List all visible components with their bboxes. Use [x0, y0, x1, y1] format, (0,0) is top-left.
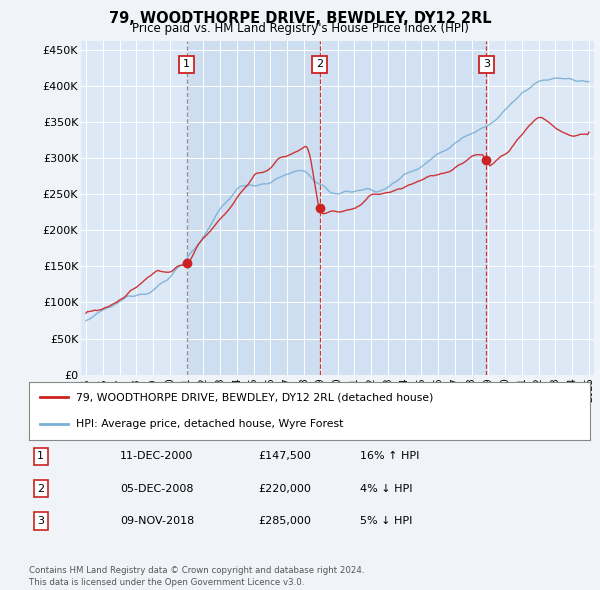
Text: 4% ↓ HPI: 4% ↓ HPI	[360, 484, 413, 493]
Text: Contains HM Land Registry data © Crown copyright and database right 2024.
This d: Contains HM Land Registry data © Crown c…	[29, 566, 364, 587]
Text: 2: 2	[37, 484, 44, 493]
Text: 3: 3	[483, 60, 490, 70]
Text: HPI: Average price, detached house, Wyre Forest: HPI: Average price, detached house, Wyre…	[76, 419, 344, 429]
Text: 79, WOODTHORPE DRIVE, BEWDLEY, DY12 2RL: 79, WOODTHORPE DRIVE, BEWDLEY, DY12 2RL	[109, 11, 491, 25]
Text: £220,000: £220,000	[258, 484, 311, 493]
Bar	[187, 41, 320, 375]
Text: 2: 2	[316, 60, 323, 70]
Text: 3: 3	[37, 516, 44, 526]
Text: 1: 1	[37, 451, 44, 461]
Text: £147,500: £147,500	[258, 451, 311, 461]
Text: 79, WOODTHORPE DRIVE, BEWDLEY, DY12 2RL (detached house): 79, WOODTHORPE DRIVE, BEWDLEY, DY12 2RL …	[76, 392, 434, 402]
Text: £285,000: £285,000	[258, 516, 311, 526]
Text: Price paid vs. HM Land Registry's House Price Index (HPI): Price paid vs. HM Land Registry's House …	[131, 22, 469, 35]
Text: 11-DEC-2000: 11-DEC-2000	[120, 451, 193, 461]
Text: 16% ↑ HPI: 16% ↑ HPI	[360, 451, 419, 461]
Text: 05-DEC-2008: 05-DEC-2008	[120, 484, 193, 493]
Bar	[320, 41, 486, 375]
Text: 1: 1	[183, 60, 190, 70]
Text: 5% ↓ HPI: 5% ↓ HPI	[360, 516, 412, 526]
Text: 09-NOV-2018: 09-NOV-2018	[120, 516, 194, 526]
